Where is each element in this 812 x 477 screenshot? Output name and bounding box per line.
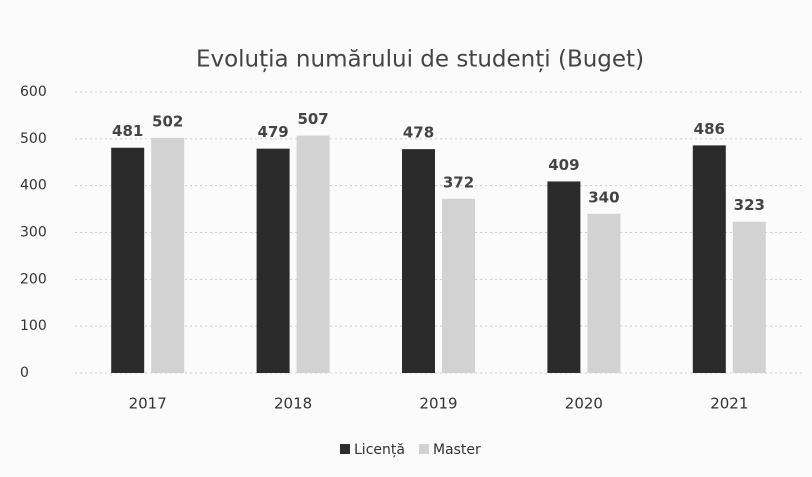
bar	[296, 135, 330, 373]
x-tick-label: 2021	[710, 395, 748, 413]
data-label: 372	[443, 173, 474, 191]
bar	[547, 181, 581, 373]
bar	[402, 149, 435, 373]
x-tick-label: 2017	[129, 395, 167, 413]
x-tick-label: 2019	[419, 395, 457, 413]
data-label: 479	[257, 123, 288, 141]
data-label: 409	[548, 156, 579, 174]
y-tick-label: 600	[20, 84, 47, 100]
data-label: 323	[734, 196, 765, 214]
bar	[442, 198, 475, 373]
data-label: 478	[403, 124, 434, 142]
data-label: 507	[297, 110, 328, 128]
y-tick-label: 400	[20, 178, 47, 194]
data-label: 502	[152, 112, 183, 130]
bar	[151, 137, 185, 373]
chart-title: Evoluția numărului de studenți (Buget)	[196, 47, 644, 73]
data-label: 486	[694, 120, 725, 138]
legend-swatch	[340, 444, 350, 454]
legend-label: Licență	[354, 442, 405, 458]
bar	[732, 221, 766, 373]
bar	[111, 147, 145, 373]
legend-swatch	[418, 444, 429, 454]
y-tick-label: 500	[20, 131, 47, 147]
bar	[692, 145, 726, 373]
y-tick-label: 100	[20, 318, 47, 334]
y-tick-label: 300	[20, 225, 47, 241]
bar	[587, 213, 621, 373]
y-tick-label: 0	[20, 365, 29, 381]
x-tick-label: 2020	[565, 395, 603, 413]
data-label: 340	[588, 188, 619, 206]
y-tick-label: 200	[20, 271, 47, 287]
data-label: 481	[112, 122, 143, 140]
x-tick-label: 2018	[274, 395, 312, 413]
legend-label: Master	[433, 442, 481, 458]
bar	[256, 148, 290, 373]
